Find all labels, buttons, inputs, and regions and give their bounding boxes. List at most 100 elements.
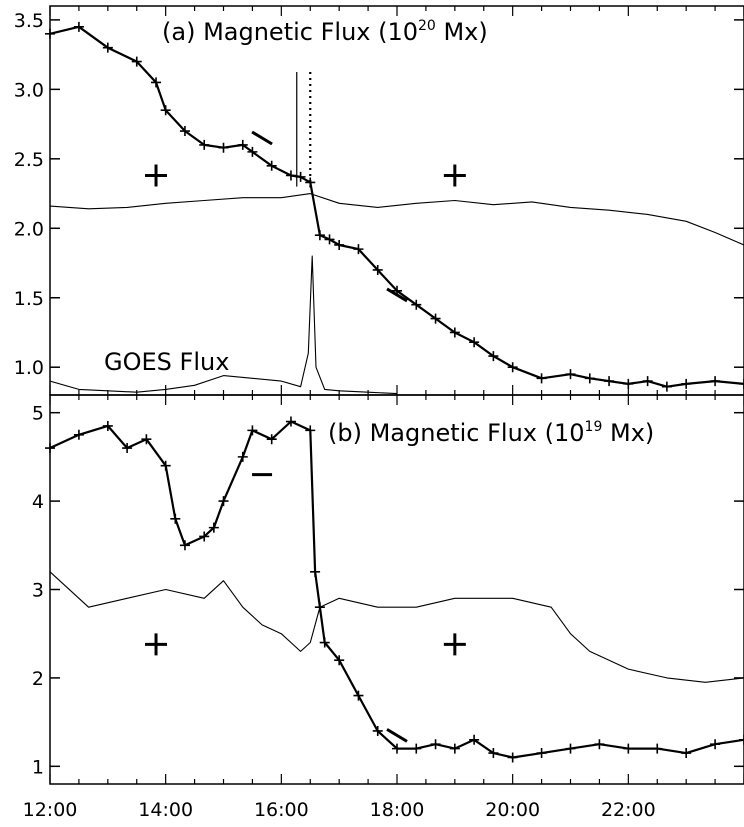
y-tick-label: 2.0 — [14, 218, 44, 240]
data-point-plus — [319, 637, 330, 648]
panel-a-series — [45, 21, 744, 395]
data-point-plus — [604, 376, 615, 387]
y-tick-label: 1.5 — [14, 288, 44, 310]
data-point-plus — [681, 378, 692, 389]
y-tick-label: 1 — [32, 756, 44, 778]
data-point-plus — [218, 142, 229, 153]
data-point-plus — [430, 739, 441, 750]
y-tick-label: 1.0 — [14, 357, 44, 379]
data-point-plus — [353, 244, 364, 255]
panel-a-markers — [145, 72, 466, 303]
data-point-plus — [208, 522, 219, 533]
x-tick-label: 14:00 — [138, 799, 193, 821]
data-point-plus — [73, 21, 84, 32]
data-point-plus — [372, 264, 383, 275]
y-tick-label: 2.5 — [14, 149, 44, 171]
data-point-plus — [488, 748, 499, 759]
data-point-plus — [469, 734, 480, 745]
data-point-plus — [266, 434, 277, 445]
x-tick-label: 18:00 — [370, 799, 425, 821]
data-point-plus — [266, 160, 277, 171]
data-point-plus — [285, 170, 296, 181]
y-tick-label: 4 — [32, 491, 44, 513]
data-point-plus — [73, 429, 84, 440]
panel-a-title-suffix: Mx) — [436, 18, 488, 46]
data-point-plus — [469, 337, 480, 348]
data-point-plus — [623, 378, 634, 389]
panel-a-y-ticks: 3.5 3.0 2.5 2.0 1.5 1.0 — [14, 6, 744, 395]
panel-a-frame — [49, 5, 744, 396]
data-point-plus — [141, 434, 152, 445]
panel-b-frame — [49, 394, 744, 785]
data-point-plus — [199, 139, 210, 150]
panel-b-title-suffix: Mx) — [602, 419, 654, 447]
goes-flux-label: GOES Flux — [104, 348, 229, 376]
y-tick-label: 2 — [32, 668, 44, 690]
data-point-plus — [122, 443, 133, 454]
data-point-plus — [661, 381, 672, 392]
data-point-plus — [536, 748, 547, 759]
data-point-plus — [305, 177, 316, 188]
data-point-plus — [652, 743, 663, 754]
panel-b-y-ticks: 5 4 3 2 1 — [32, 395, 744, 784]
data-point-plus — [507, 752, 518, 763]
data-point-plus — [102, 42, 113, 53]
data-point-plus — [314, 230, 325, 241]
data-point-plus — [310, 566, 321, 577]
panel-b-title: (b) Magnetic Flux (1019 Mx) — [328, 419, 654, 447]
x-tick-label: 22:00 — [601, 799, 656, 821]
data-point-plus — [179, 126, 190, 137]
panel-b-title-prefix: (b) Magnetic Flux (10 — [328, 419, 585, 447]
data-point-plus — [45, 443, 55, 454]
data-point-plus — [160, 105, 171, 116]
data-point-plus — [392, 743, 402, 754]
x-tick-label: 20:00 — [485, 799, 540, 821]
data-point-plus — [449, 743, 460, 754]
data-point-plus — [237, 451, 248, 462]
data-point-plus — [247, 146, 258, 157]
data-point-plus — [449, 327, 460, 338]
large-plus-marker — [145, 164, 168, 187]
data-point-plus — [681, 748, 692, 759]
data-point-plus — [710, 739, 721, 750]
series-1-line — [49, 193, 744, 246]
large-plus-marker — [145, 633, 168, 656]
data-point-plus — [584, 373, 595, 384]
data-point-plus — [131, 56, 142, 67]
data-point-plus — [218, 496, 229, 507]
data-point-plus — [334, 655, 345, 666]
data-point-plus — [565, 743, 576, 754]
dash-marker — [386, 728, 408, 743]
x-tick-label: 12:00 — [23, 799, 78, 821]
panel-b-markers — [145, 473, 466, 743]
panel-a-title-prefix: (a) Magnetic Flux (10 — [162, 18, 418, 46]
large-plus-marker — [443, 633, 466, 656]
panel-a-magnetic-flux: (a) Magnetic Flux (1020 Mx) 3.5 3.0 2.5 2.0… — [14, 5, 744, 396]
data-point-plus — [179, 540, 190, 551]
data-point-plus — [324, 234, 335, 245]
dash-marker — [251, 130, 273, 146]
data-point-plus — [45, 28, 55, 39]
series-0-line — [49, 420, 744, 759]
data-point-plus — [102, 420, 113, 431]
data-point-plus — [372, 725, 383, 736]
data-point-plus — [411, 743, 422, 754]
data-point-plus — [507, 362, 518, 373]
data-point-plus — [353, 690, 364, 701]
data-point-plus — [199, 531, 210, 542]
data-point-plus — [565, 369, 576, 380]
x-axis: 12:00 14:00 16:00 18:00 20:00 22:00 — [23, 799, 656, 821]
panel-b-series — [45, 416, 744, 763]
data-point-plus — [285, 416, 296, 427]
panel-b-title-exponent: 19 — [585, 419, 603, 435]
data-point-plus — [642, 376, 653, 387]
dash-marker — [386, 287, 408, 303]
panel-a-title: (a) Magnetic Flux (1020 Mx) — [162, 18, 488, 46]
series-0-line — [49, 25, 744, 388]
data-point-plus — [739, 378, 744, 389]
x-tick-label: 16:00 — [254, 799, 309, 821]
data-point-plus — [334, 239, 345, 250]
data-point-plus — [594, 739, 605, 750]
panel-a-title-exponent: 20 — [418, 18, 436, 34]
